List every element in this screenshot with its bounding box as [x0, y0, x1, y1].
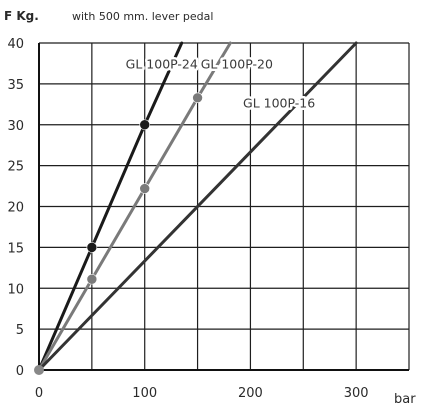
origin-point [34, 365, 44, 375]
series-line-gl-100p-16 [37, 41, 358, 372]
data-point-gl-100p-20-50 [86, 273, 98, 285]
series-layer [34, 41, 358, 375]
y-tick-label-40: 40 [7, 37, 24, 52]
data-point-gl-100p-24-100 [139, 119, 151, 131]
grid: 0 5 10 15 20 25 30 35 40 0 100 200 300 [7, 37, 410, 401]
series-label-gl-100p-16: GL 100P-16 [243, 96, 315, 111]
y-tick-label-15: 15 [7, 241, 24, 256]
x-tick-label-100: 100 [132, 386, 157, 401]
data-point-gl-100p-24-50 [86, 242, 98, 253]
x-tick-label-300: 300 [344, 386, 369, 401]
x-tick-label-0: 0 [35, 386, 43, 401]
y-tick-label-10: 10 [7, 282, 24, 297]
series-line-gl-100p-24 [37, 41, 184, 372]
series-label-gl-100p-24: GL 100P-24 [126, 56, 198, 71]
y-tick-label-25: 25 [7, 160, 24, 175]
y-axis-title: F Kg. [4, 9, 39, 23]
y-tick-label-20: 20 [7, 201, 24, 216]
y-tick-label-30: 30 [7, 119, 24, 134]
y-tick-label-5: 5 [16, 323, 24, 338]
x-axis-title: bar [394, 392, 416, 407]
x-tick-label-200: 200 [238, 386, 263, 401]
data-point-gl-100p-20-100 [139, 183, 151, 194]
data-point-gl-100p-20-150 [192, 92, 203, 104]
chart-subtitle: with 500 mm. lever pedal [72, 10, 213, 23]
y-tick-label-0: 0 [16, 364, 24, 379]
series-label-gl-100p-20: GL 100P-20 [201, 56, 273, 71]
labels-layer: GL 100P-24 GL 100P-20 GL 100P-16 [123, 54, 318, 113]
y-tick-label-35: 35 [7, 78, 24, 93]
